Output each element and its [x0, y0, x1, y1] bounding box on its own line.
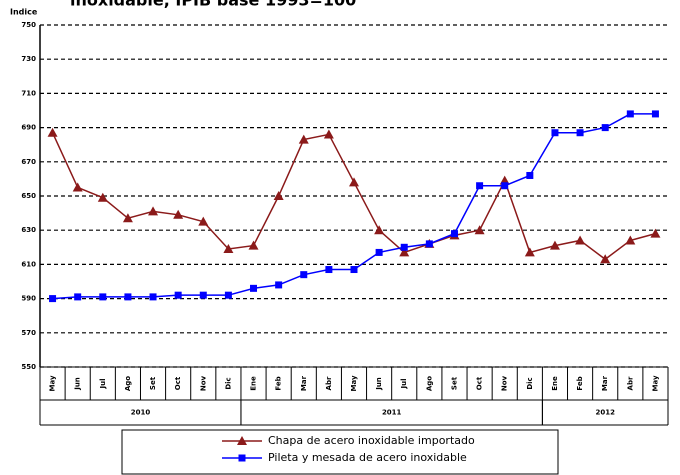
- y-tick-label: 690: [21, 124, 36, 132]
- y-tick-label: 610: [21, 260, 36, 268]
- marker: [501, 182, 509, 190]
- marker: [124, 293, 132, 301]
- marker: [524, 247, 535, 257]
- group-label: 2012: [595, 409, 615, 417]
- marker: [601, 124, 609, 132]
- marker: [349, 177, 359, 187]
- x-tick-label: Jun: [74, 377, 82, 391]
- marker: [223, 244, 234, 254]
- x-tick-label: Oct: [174, 376, 182, 390]
- x-tick-label: Mar: [601, 375, 609, 391]
- x-tick-label: Set: [450, 376, 458, 390]
- marker: [526, 171, 534, 179]
- x-tick-label: Jul: [99, 379, 107, 390]
- x-tick-label: Abr: [626, 376, 634, 390]
- legend-marker: [238, 454, 246, 462]
- x-tick-label: Ene: [250, 376, 258, 391]
- marker: [476, 182, 484, 190]
- marker: [600, 254, 611, 264]
- marker: [575, 235, 586, 245]
- marker: [425, 240, 433, 248]
- marker: [375, 248, 383, 256]
- marker: [651, 110, 659, 118]
- marker: [300, 271, 308, 279]
- marker: [474, 225, 485, 235]
- marker: [549, 240, 560, 250]
- y-tick-label: 570: [21, 329, 36, 337]
- x-tick-label: May: [350, 375, 358, 391]
- marker: [250, 284, 258, 292]
- marker: [49, 295, 57, 303]
- x-tick-label: Dic: [526, 377, 534, 389]
- marker: [173, 209, 184, 219]
- marker: [626, 110, 634, 118]
- marker: [224, 291, 232, 299]
- y-tick-label: 750: [21, 21, 36, 29]
- group-label: 2010: [131, 409, 151, 417]
- marker: [551, 129, 559, 137]
- y-tick-label: 670: [21, 158, 36, 166]
- marker: [273, 191, 284, 200]
- x-tick-label: Feb: [275, 376, 283, 390]
- marker: [323, 129, 334, 139]
- marker: [374, 225, 385, 235]
- x-tick-label: Set: [149, 376, 157, 390]
- x-tick-label: Feb: [576, 376, 584, 390]
- marker: [625, 235, 636, 245]
- marker: [275, 281, 283, 289]
- x-tick-label: Mar: [300, 375, 308, 391]
- marker: [198, 216, 209, 226]
- marker: [650, 228, 661, 238]
- y-tick-label: 550: [21, 363, 36, 371]
- x-tick-label: Jul: [400, 379, 408, 390]
- marker: [74, 293, 82, 301]
- x-tick-label: Dic: [224, 377, 232, 389]
- legend-box: [121, 429, 559, 475]
- marker: [99, 293, 107, 301]
- y-tick-label: 590: [21, 295, 36, 303]
- x-tick-label: May: [651, 375, 659, 391]
- x-tick-label: Abr: [325, 376, 333, 390]
- chart-title: inoxidable, IPIB base 1993=100: [70, 0, 356, 10]
- marker: [97, 192, 108, 202]
- y-tick-label: 730: [21, 55, 36, 63]
- y-axis-label: Indice: [10, 8, 38, 17]
- y-tick-label: 650: [21, 192, 36, 200]
- marker: [248, 240, 259, 250]
- x-tick-label: Nov: [501, 375, 509, 391]
- legend-marker: [237, 436, 247, 445]
- marker: [122, 213, 133, 223]
- marker: [148, 206, 159, 216]
- x-tick-label: Jun: [375, 377, 383, 391]
- y-tick-label: 710: [21, 89, 36, 97]
- marker: [399, 247, 410, 257]
- marker: [450, 230, 458, 238]
- legend-label: Chapa de acero inoxidable importado: [268, 434, 475, 447]
- marker: [350, 266, 358, 274]
- marker: [325, 266, 333, 274]
- x-tick-label: Ene: [551, 376, 559, 391]
- x-tick-label: Nov: [199, 375, 207, 391]
- x-tick-label: Oct: [476, 376, 484, 390]
- x-tick-label: Ago: [425, 376, 433, 391]
- marker: [47, 127, 58, 137]
- group-label: 2011: [382, 409, 402, 417]
- x-tick-label: May: [49, 375, 57, 391]
- legend-label: Pileta y mesada de acero inoxidable: [268, 451, 467, 464]
- marker: [576, 129, 584, 137]
- x-tick-label: Ago: [124, 376, 132, 391]
- marker: [72, 182, 83, 192]
- marker: [199, 291, 207, 299]
- marker: [149, 293, 157, 301]
- y-tick-label: 630: [21, 226, 36, 234]
- marker: [400, 243, 408, 251]
- marker: [174, 291, 182, 299]
- marker: [298, 134, 309, 144]
